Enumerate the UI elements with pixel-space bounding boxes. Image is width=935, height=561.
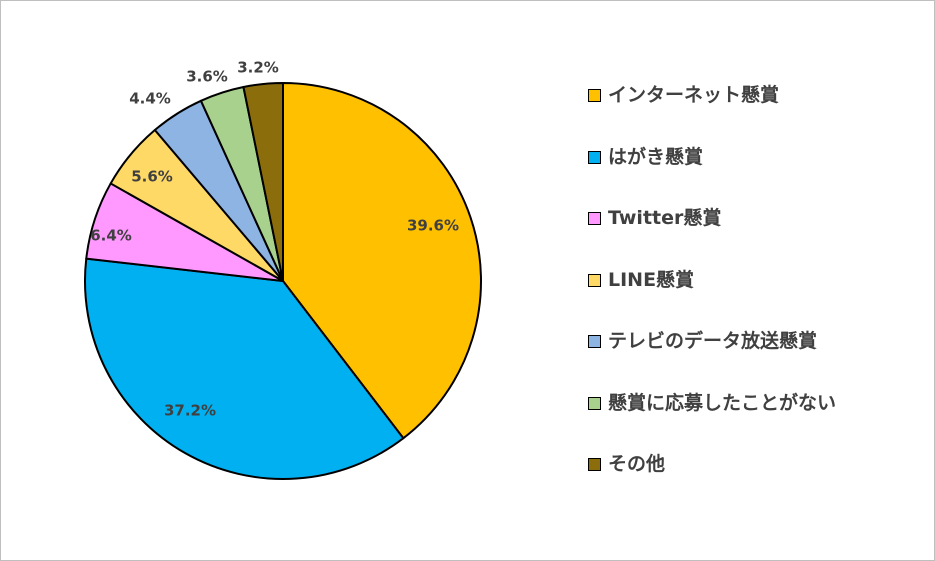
legend-item: Twitter懸賞 <box>588 201 836 263</box>
legend-item: インターネット懸賞 <box>588 78 836 140</box>
legend-swatch <box>588 273 601 287</box>
legend-label: 懸賞に応募したことがない <box>608 391 837 414</box>
legend-label: インターネット懸賞 <box>608 84 780 106</box>
legend-label: その他 <box>608 453 666 475</box>
slice-data-label: 3.6% <box>186 68 228 86</box>
pie-data-labels: 39.6% 37.2% 6.4% 5.6% 4.4% 3.6% 3.2% <box>90 59 459 420</box>
pie-slice <box>282 82 482 440</box>
legend-label: はがき懸賞 <box>608 145 704 168</box>
slice-data-label: 6.4% <box>90 227 132 245</box>
pie-slice <box>242 82 284 282</box>
legend-swatch <box>588 150 601 164</box>
slice-data-label: 5.6% <box>131 168 173 186</box>
legend-label: テレビのデータ放送懸賞 <box>608 330 818 352</box>
pie-slices <box>83 82 482 480</box>
chart-legend: インターネット懸賞 はがき懸賞 Twitter懸賞 LINE懸賞テレビのデータ放送懸賞… <box>588 78 836 509</box>
slice-data-label: 39.6% <box>407 217 459 235</box>
legend-swatch <box>588 89 601 102</box>
legend-item: テレビのデータ放送懸賞 <box>588 324 836 386</box>
legend-swatch <box>588 458 601 471</box>
legend-swatch <box>588 212 601 225</box>
legend-item: 懸賞に応募したことがない <box>588 386 836 448</box>
legend-swatch <box>588 396 601 410</box>
legend-item: LINE懸賞 <box>588 263 836 325</box>
slice-data-label: 3.2% <box>237 59 279 77</box>
pie-slice <box>83 257 405 480</box>
legend-swatch <box>588 335 601 348</box>
slice-data-label: 37.2% <box>164 402 216 420</box>
legend-label: LINE懸賞 <box>608 268 695 291</box>
legend-item: はがき懸賞 <box>588 140 836 202</box>
legend-item: その他 <box>588 447 836 509</box>
slice-data-label: 4.4% <box>129 90 171 108</box>
legend-label: Twitter懸賞 <box>608 207 722 229</box>
